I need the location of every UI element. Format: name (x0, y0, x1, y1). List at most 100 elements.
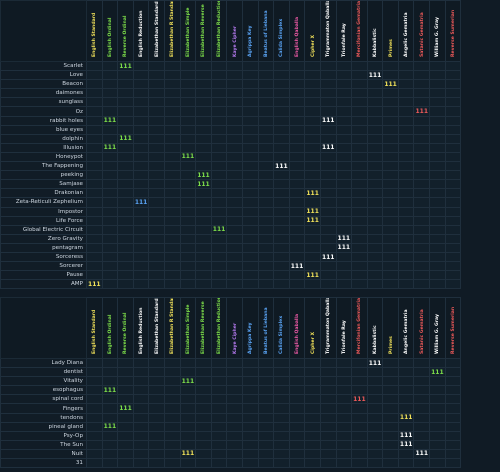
value-cell[interactable] (319, 367, 337, 378)
value-cell[interactable] (382, 188, 399, 199)
value-cell[interactable] (382, 161, 399, 172)
value-cell[interactable] (163, 421, 181, 432)
value-cell[interactable] (319, 270, 337, 281)
value-cell[interactable] (397, 367, 415, 378)
value-cell[interactable] (195, 142, 212, 153)
value-cell[interactable] (304, 161, 321, 172)
value-cell[interactable] (304, 242, 321, 253)
value-cell[interactable] (148, 261, 165, 272)
value-cell[interactable] (132, 70, 150, 81)
value-cell[interactable] (288, 233, 306, 244)
value-cell[interactable] (132, 161, 150, 172)
value-cell[interactable] (288, 124, 306, 135)
value-cell[interactable] (257, 376, 275, 387)
value-cell[interactable] (444, 170, 462, 181)
value-cell[interactable] (163, 385, 181, 396)
value-cell[interactable] (226, 161, 243, 172)
table-row[interactable]: Sorceress 111 (0, 251, 462, 263)
value-cell[interactable] (335, 357, 353, 369)
table-row[interactable]: Love 111 (0, 70, 462, 81)
value-cell[interactable] (179, 197, 197, 208)
value-cell[interactable] (382, 106, 399, 117)
value-cell[interactable] (101, 430, 119, 441)
value-cell[interactable] (335, 430, 353, 441)
value-cell[interactable] (257, 233, 275, 244)
value-cell[interactable] (351, 197, 368, 208)
value-cell[interactable] (444, 179, 462, 190)
cipher-column-header[interactable]: Angelic Gematria (397, 297, 415, 359)
value-cell[interactable] (210, 170, 228, 181)
value-cell[interactable] (163, 242, 181, 253)
value-cell[interactable] (351, 430, 368, 441)
value-cell[interactable] (179, 367, 197, 378)
value-cell[interactable] (210, 161, 228, 172)
value-cell[interactable] (444, 151, 462, 163)
value-cell[interactable] (179, 142, 197, 153)
table-row[interactable]: Zero Gravity 111 (0, 233, 462, 244)
value-cell[interactable] (148, 279, 165, 290)
value-cell[interactable] (382, 279, 399, 290)
value-cell[interactable] (132, 215, 150, 226)
value-cell[interactable] (132, 133, 150, 144)
value-cell[interactable] (195, 233, 212, 244)
value-cell[interactable] (195, 88, 212, 99)
phrase-label[interactable]: dolphin (0, 133, 87, 144)
value-cell[interactable] (241, 430, 259, 441)
value-cell[interactable] (366, 421, 384, 432)
value-cell[interactable] (429, 161, 446, 172)
value-cell[interactable] (179, 403, 197, 414)
value-cell[interactable] (397, 142, 415, 153)
value-cell[interactable] (210, 279, 228, 290)
value-cell[interactable] (101, 412, 119, 423)
value-cell[interactable] (304, 357, 321, 369)
value-cell[interactable] (257, 79, 275, 90)
value-cell[interactable] (148, 403, 165, 414)
value-cell[interactable] (382, 458, 399, 469)
value-cell[interactable] (273, 367, 290, 378)
value-cell[interactable] (335, 270, 353, 281)
value-cell[interactable] (304, 124, 321, 135)
value-cell[interactable] (117, 197, 134, 208)
value-cell[interactable] (366, 270, 384, 281)
table-row[interactable]: Fingers 111 (0, 403, 462, 414)
value-cell[interactable] (335, 394, 353, 405)
value-cell[interactable] (382, 151, 399, 163)
highlight-cell[interactable]: 111 (179, 376, 197, 387)
value-cell[interactable] (101, 197, 119, 208)
value-cell[interactable] (195, 188, 212, 199)
value-cell[interactable] (366, 179, 384, 190)
value-cell[interactable] (226, 421, 243, 432)
value-cell[interactable] (319, 106, 337, 117)
value-cell[interactable] (132, 97, 150, 108)
value-cell[interactable] (382, 242, 399, 253)
value-cell[interactable] (117, 151, 134, 163)
value-cell[interactable] (179, 279, 197, 290)
value-cell[interactable] (117, 70, 134, 81)
value-cell[interactable] (319, 412, 337, 423)
value-cell[interactable] (226, 97, 243, 108)
phrase-label[interactable]: Sorcerer (0, 261, 87, 272)
value-cell[interactable] (366, 242, 384, 253)
value-cell[interactable] (319, 430, 337, 441)
value-cell[interactable] (319, 88, 337, 99)
value-cell[interactable] (288, 394, 306, 405)
value-cell[interactable] (148, 124, 165, 135)
value-cell[interactable] (444, 215, 462, 226)
phrase-label[interactable]: Nuit (0, 448, 87, 460)
value-cell[interactable] (257, 88, 275, 99)
value-cell[interactable] (117, 357, 134, 369)
value-cell[interactable] (148, 421, 165, 432)
value-cell[interactable] (257, 385, 275, 396)
value-cell[interactable] (163, 439, 181, 450)
value-cell[interactable] (413, 421, 431, 432)
value-cell[interactable] (382, 357, 399, 369)
value-cell[interactable] (429, 88, 446, 99)
value-cell[interactable] (132, 412, 150, 423)
value-cell[interactable] (444, 70, 462, 81)
value-cell[interactable] (366, 430, 384, 441)
value-cell[interactable] (163, 197, 181, 208)
value-cell[interactable] (163, 151, 181, 163)
value-cell[interactable] (117, 458, 134, 469)
value-cell[interactable] (335, 79, 353, 90)
value-cell[interactable] (257, 124, 275, 135)
